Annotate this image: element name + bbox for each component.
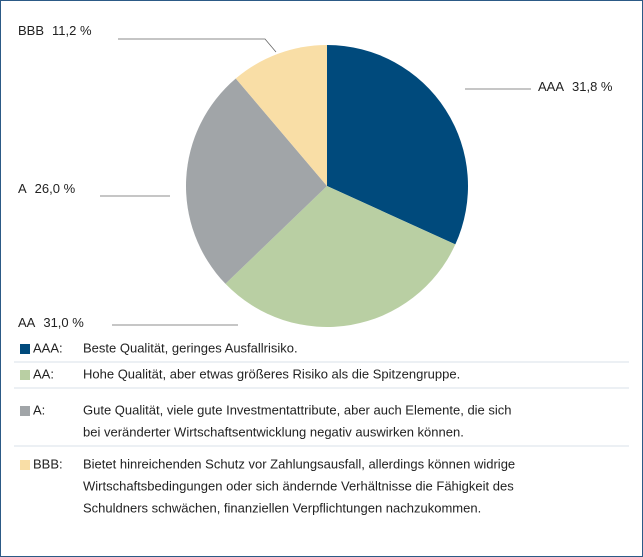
legend-swatch — [20, 460, 30, 470]
legend-text: Schuldners schwächen, finanziellen Verpf… — [83, 500, 481, 515]
pie-slice — [185, 78, 327, 284]
slice-category: BBB — [18, 23, 44, 38]
legend-key: AAA: — [33, 340, 63, 355]
slice-value: 31,8 % — [572, 79, 613, 94]
slice-label: AAA 31,8 % — [538, 79, 613, 94]
legend-text: Gute Qualität, viele gute Investmentattr… — [83, 402, 512, 417]
leader-line — [118, 38, 277, 53]
legend-swatch — [20, 344, 30, 354]
slice-label: AA 31,0 % — [18, 315, 84, 330]
slice-value: 11,2 % — [52, 23, 92, 38]
slice-value: 26,0 % — [35, 181, 76, 196]
legend-key: AA: — [33, 366, 54, 381]
slice-label: A 26,0 % — [18, 181, 76, 196]
slice-category: A — [18, 181, 27, 196]
pie-slice — [225, 186, 456, 328]
slice-category: AAA — [538, 79, 564, 94]
legend-key: A: — [33, 402, 45, 417]
legend-swatch — [20, 406, 30, 416]
slice-category: AA — [18, 315, 36, 330]
slice-value: 31,0 % — [43, 315, 84, 330]
legend-key: BBB: — [33, 456, 63, 471]
legend-swatch — [20, 370, 30, 380]
legend-text: Hohe Qualität, aber etwas größeres Risik… — [83, 366, 460, 381]
legend-text: Wirtschaftsbedingungen oder sich ändernd… — [83, 478, 514, 493]
slice-label: BBB 11,2 % — [18, 23, 92, 38]
pie-slice — [327, 45, 468, 245]
legend-text: Bietet hinreichenden Schutz vor Zahlungs… — [83, 456, 515, 471]
legend-text: bei veränderter Wirtschaftsentwicklung n… — [83, 424, 464, 439]
legend-text: Beste Qualität, geringes Ausfallrisiko. — [83, 340, 298, 355]
pie-slice — [235, 45, 327, 186]
